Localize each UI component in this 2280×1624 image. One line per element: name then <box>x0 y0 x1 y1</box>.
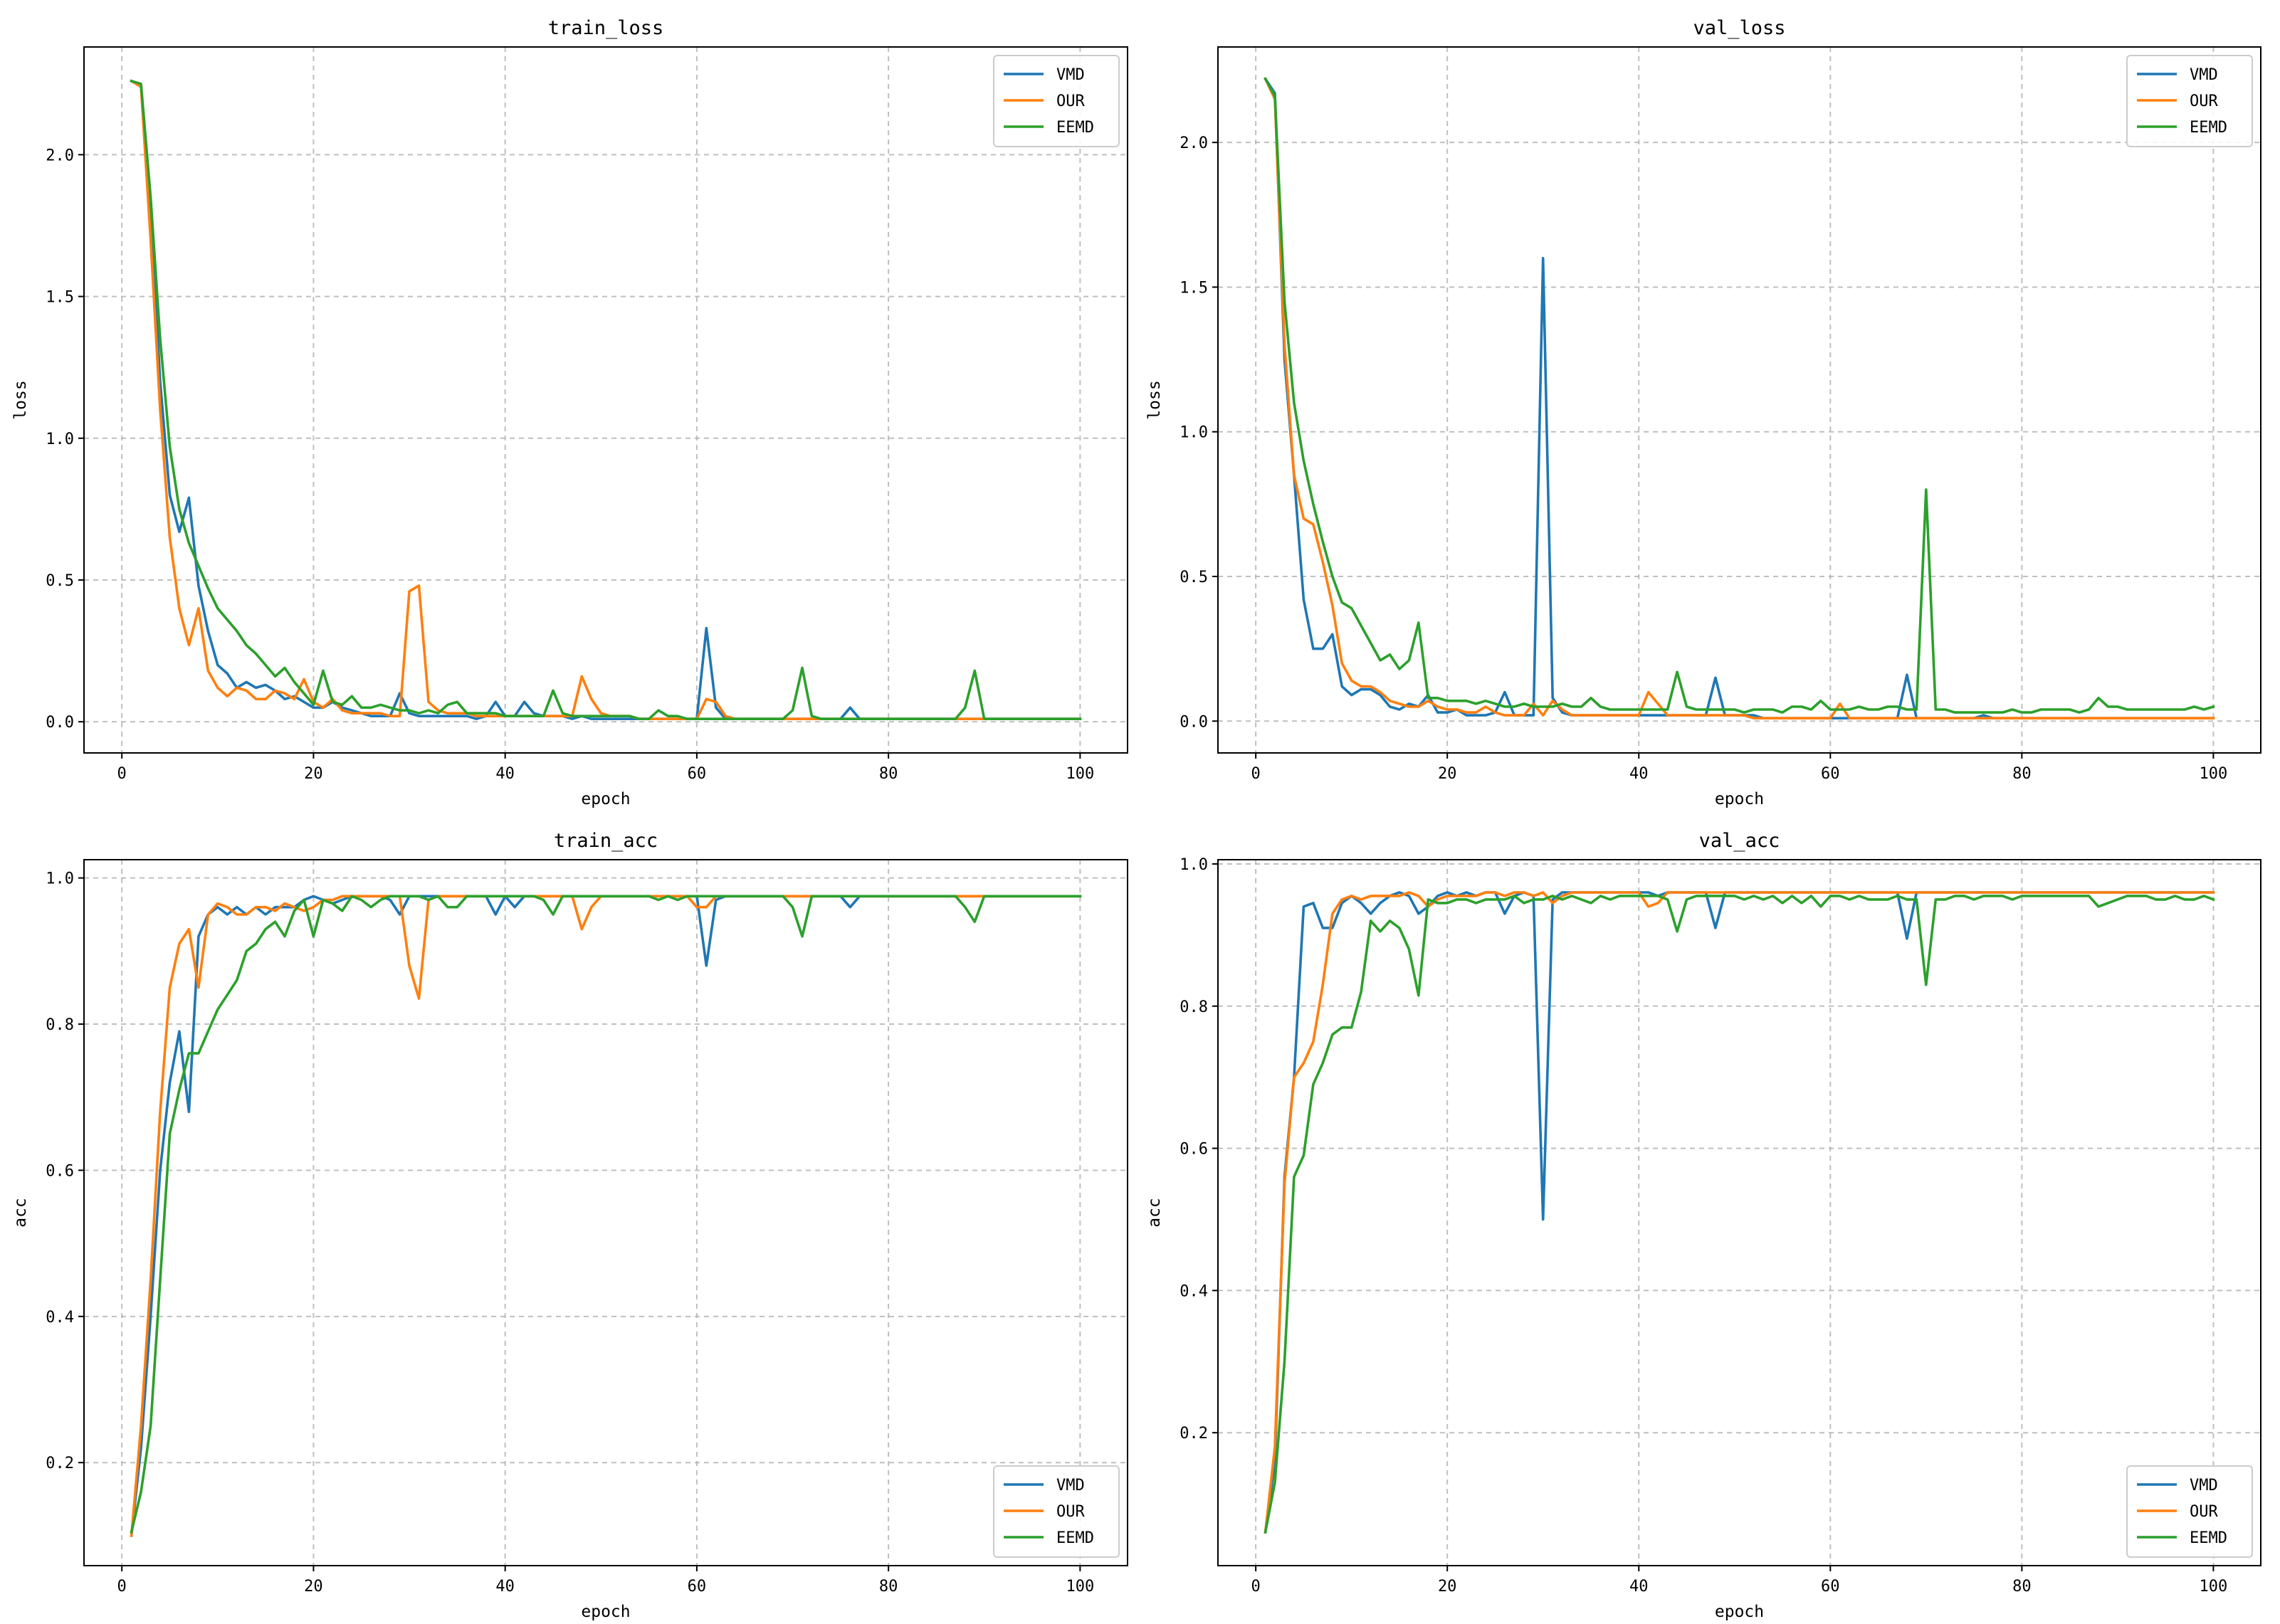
y-tick-label: 1.0 <box>46 870 74 888</box>
axes-frame <box>83 46 1128 754</box>
y-tick-label: 1.0 <box>46 431 74 448</box>
legend-label-eemd: EEMD <box>2190 119 2227 137</box>
series-line-eemd <box>130 895 1082 1534</box>
y-tick-label: 1.5 <box>46 289 74 307</box>
x-tick-label: 20 <box>1438 765 1457 783</box>
y-tick-label: 0.4 <box>1180 1282 1208 1300</box>
y-tick-label: 0.0 <box>1180 713 1208 731</box>
axes-frame <box>1217 46 2261 754</box>
grid <box>84 860 1128 1566</box>
x-tick-label: 60 <box>688 1578 707 1596</box>
grid <box>84 47 1128 753</box>
y-tick-label: 0.4 <box>46 1309 74 1327</box>
x-axis-label: epoch <box>581 790 630 808</box>
series-group <box>1264 891 2215 1534</box>
chart-title: train_loss <box>548 17 664 39</box>
x-tick-label: 40 <box>1629 765 1649 783</box>
legend-label-our: OUR <box>2190 93 2218 110</box>
x-tick-label: 60 <box>688 765 707 783</box>
grid <box>1218 47 2261 753</box>
axes-frame <box>1217 859 2261 1566</box>
y-tick-label: 0.8 <box>46 1016 74 1034</box>
y-tick-label: 0.8 <box>1180 998 1208 1016</box>
legend-label-our: OUR <box>1056 1503 1085 1521</box>
x-tick-label: 100 <box>1066 765 1094 783</box>
chart-title: val_acc <box>1699 830 1780 852</box>
series-group <box>130 895 1082 1537</box>
y-tick-label: 0.6 <box>46 1162 74 1180</box>
legend-label-vmd: VMD <box>1056 66 1085 84</box>
series-line-eemd <box>130 79 1082 721</box>
legend-label-vmd: VMD <box>2190 1477 2218 1494</box>
x-tick-label: 80 <box>879 765 898 783</box>
y-tick-label: 1.0 <box>1180 856 1208 874</box>
y-tick-label: 1.0 <box>1180 424 1208 442</box>
legend: VMD OUR EEMD <box>993 1465 1120 1558</box>
grid <box>1218 860 2261 1566</box>
legend-label-vmd: VMD <box>1056 1477 1085 1494</box>
legend-box <box>993 1465 1120 1558</box>
chart-val-loss: 0 20 40 60 80 100 0.0 0.5 1.0 1.5 2.0 val_lossepoch… <box>1145 17 2261 808</box>
legend: VMD OUR EEMD <box>2126 1465 2253 1558</box>
y-tick-label: 0.2 <box>1180 1425 1208 1443</box>
x-tick-label: 60 <box>1821 1578 1840 1596</box>
y-tick-label: 2.0 <box>1180 135 1208 152</box>
legend-box <box>2126 1465 2253 1558</box>
series-line-eemd <box>1264 895 2215 1534</box>
y-tick-label: 0.5 <box>1180 569 1208 586</box>
y-tick-label: 1.5 <box>1180 279 1208 297</box>
x-tick-label: 0 <box>1251 765 1261 783</box>
x-tick-label: 0 <box>117 1578 127 1596</box>
x-tick-label: 80 <box>2012 1578 2032 1596</box>
x-tick-label: 20 <box>304 1578 323 1596</box>
x-tick-label: 20 <box>1438 1578 1457 1596</box>
series-line-our <box>1264 77 2215 720</box>
x-axis-label: epoch <box>1715 790 1764 808</box>
x-axis-label: epoch <box>581 1603 630 1621</box>
series-line-eemd <box>1264 77 2215 714</box>
axes-frame <box>83 859 1128 1566</box>
legend: VMD OUR EEMD <box>2126 55 2253 147</box>
series-group <box>1264 77 2215 720</box>
x-tick-label: 40 <box>495 765 515 783</box>
chart-train-acc: 0 20 40 60 80 100 0.2 0.4 0.6 0.8 1.0 train_accepoc… <box>11 830 1128 1621</box>
y-axis-label: loss <box>1145 380 1164 419</box>
legend-box <box>993 55 1120 147</box>
series-line-our <box>1264 891 2215 1534</box>
chart-title: val_loss <box>1693 17 1785 39</box>
x-tick-label: 100 <box>2200 1578 2228 1596</box>
chart-train-loss: 0 20 40 60 80 100 0.0 0.5 1.0 1.5 2.0 train_lossepo… <box>11 17 1128 808</box>
x-tick-label: 40 <box>495 1578 515 1596</box>
x-tick-label: 0 <box>117 765 127 783</box>
legend-box <box>2126 55 2253 147</box>
y-tick-label: 2.0 <box>46 147 74 164</box>
legend-label-eemd: EEMD <box>2190 1529 2227 1547</box>
y-axis-label: loss <box>11 380 30 419</box>
x-tick-label: 80 <box>2012 765 2032 783</box>
legend-label-our: OUR <box>2190 1503 2218 1521</box>
x-tick-label: 100 <box>1066 1578 1094 1596</box>
legend-label-eemd: EEMD <box>1056 119 1094 137</box>
chart-title: train_acc <box>554 830 658 852</box>
legend-label-eemd: EEMD <box>1056 1529 1094 1547</box>
y-axis-label: acc <box>1145 1198 1164 1228</box>
x-tick-label: 20 <box>304 765 323 783</box>
x-tick-label: 60 <box>1821 765 1840 783</box>
y-tick-label: 0.0 <box>46 714 74 732</box>
x-tick-label: 80 <box>879 1578 898 1596</box>
x-axis-label: epoch <box>1715 1603 1764 1621</box>
legend-label-our: OUR <box>1056 93 1085 110</box>
y-tick-label: 0.5 <box>46 572 74 590</box>
y-tick-label: 0.2 <box>46 1455 74 1472</box>
y-tick-label: 0.6 <box>1180 1141 1208 1159</box>
series-group <box>130 79 1082 721</box>
y-axis-label: acc <box>11 1198 30 1228</box>
legend-label-vmd: VMD <box>2190 66 2218 84</box>
x-tick-label: 0 <box>1251 1578 1261 1596</box>
legend: VMD OUR EEMD <box>993 55 1120 147</box>
x-tick-label: 100 <box>2200 765 2228 783</box>
x-tick-label: 40 <box>1629 1578 1649 1596</box>
